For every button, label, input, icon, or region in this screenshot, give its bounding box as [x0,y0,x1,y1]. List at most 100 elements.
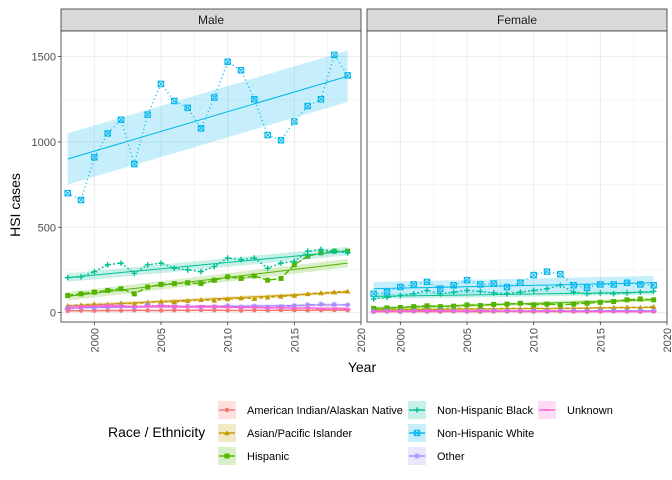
legend-item-asian-pacific-islander: Asian/Pacific Islander [218,424,352,442]
legend-items: American Indian/Alaskan Native Asian/Paci… [218,401,613,465]
data-point [91,154,98,161]
x-tick-label: 2010 [223,328,235,352]
data-point [397,304,403,310]
series-hispanic [371,296,657,311]
data-point [251,295,258,301]
series-line [373,309,654,313]
data-point [264,294,271,300]
data-point [238,256,244,263]
data-point [557,282,564,289]
data-point [278,293,284,299]
x-tick-label: 2015 [289,328,301,352]
data-point [305,253,311,259]
data-point [517,300,523,306]
series-unknown [370,309,657,313]
data-point [65,293,71,299]
data-point [557,270,564,278]
data-point [610,307,617,314]
data-point [264,265,271,272]
data-point [610,304,617,310]
legend-label: American Indian/Alaskan Native [247,405,403,417]
x-tick-label: 2000 [395,328,407,352]
data-point [251,255,258,261]
data-point [278,260,284,266]
series-non-hispanic-white [64,50,351,204]
data-point [211,277,217,283]
data-point [451,303,457,309]
data-point [318,246,324,253]
data-point [144,111,151,118]
legend-title: Race / Ethnicity [108,424,205,440]
series-line [67,290,348,307]
series-line [67,250,348,297]
data-point [597,307,604,314]
data-point [131,291,137,297]
series-line [67,304,348,310]
panel-border [366,30,668,323]
data-point [410,291,417,297]
data-point [291,118,298,125]
series-hispanic [65,248,351,301]
data-point [117,116,125,124]
data-point [637,289,644,295]
panel-background [367,31,667,322]
panel-male: Male 2000 2005 2010 2015 2020 [60,8,368,352]
data-point [571,301,577,307]
data-point [64,274,71,281]
panel-border [60,30,362,323]
data-point [225,274,231,280]
trend-line [67,291,348,307]
data-point [437,285,444,292]
data-point [371,305,377,311]
data-point [91,289,97,295]
data-point [144,262,151,268]
data-point [144,302,151,308]
data-point [104,262,111,268]
x-tick-label: 2005 [156,328,168,352]
panel-female: Female 2000 2005 2010 2015 2020 [366,8,672,352]
data-point [370,296,377,302]
data-point [650,288,657,295]
data-point [411,304,417,310]
data-point [317,96,325,103]
data-point [145,308,150,313]
legend-item-american-indian-alaskan-native: American Indian/Alaskan Native [218,401,403,419]
data-point [584,291,590,297]
series-non-hispanic-black [64,246,351,282]
series-line [373,270,654,295]
data-point [477,281,484,288]
data-point [131,300,138,306]
data-point [651,297,657,303]
data-point [251,303,258,309]
data-point [224,255,231,261]
x-tick-label: 2015 [595,328,607,352]
data-point [397,292,404,299]
data-point [437,291,444,297]
data-point [331,301,338,308]
data-point [424,287,430,294]
data-point [637,281,644,288]
data-point [623,279,631,286]
data-point [291,302,298,309]
legend: Race / Ethnicity American Indian/Alaskan… [108,401,613,465]
panels-layer: Male 2000 2005 2010 2015 2020 Female 2000 2005 20… [60,8,672,352]
data-point [597,281,604,288]
data-point [437,304,443,310]
data-point [211,263,218,270]
facet-label: Female [497,13,537,27]
data-point [503,283,511,291]
y-tick-label: 1500 [32,52,56,64]
data-point [238,295,244,301]
data-point [423,278,431,286]
data-point [291,292,298,298]
data-point [252,308,257,313]
data-point [637,307,644,314]
data-point [171,281,177,287]
data-point [198,297,204,303]
data-point [131,270,138,277]
data-point [318,301,324,307]
data-point [304,291,311,297]
data-point [384,305,390,311]
data-point [118,308,124,313]
data-point [650,303,657,309]
